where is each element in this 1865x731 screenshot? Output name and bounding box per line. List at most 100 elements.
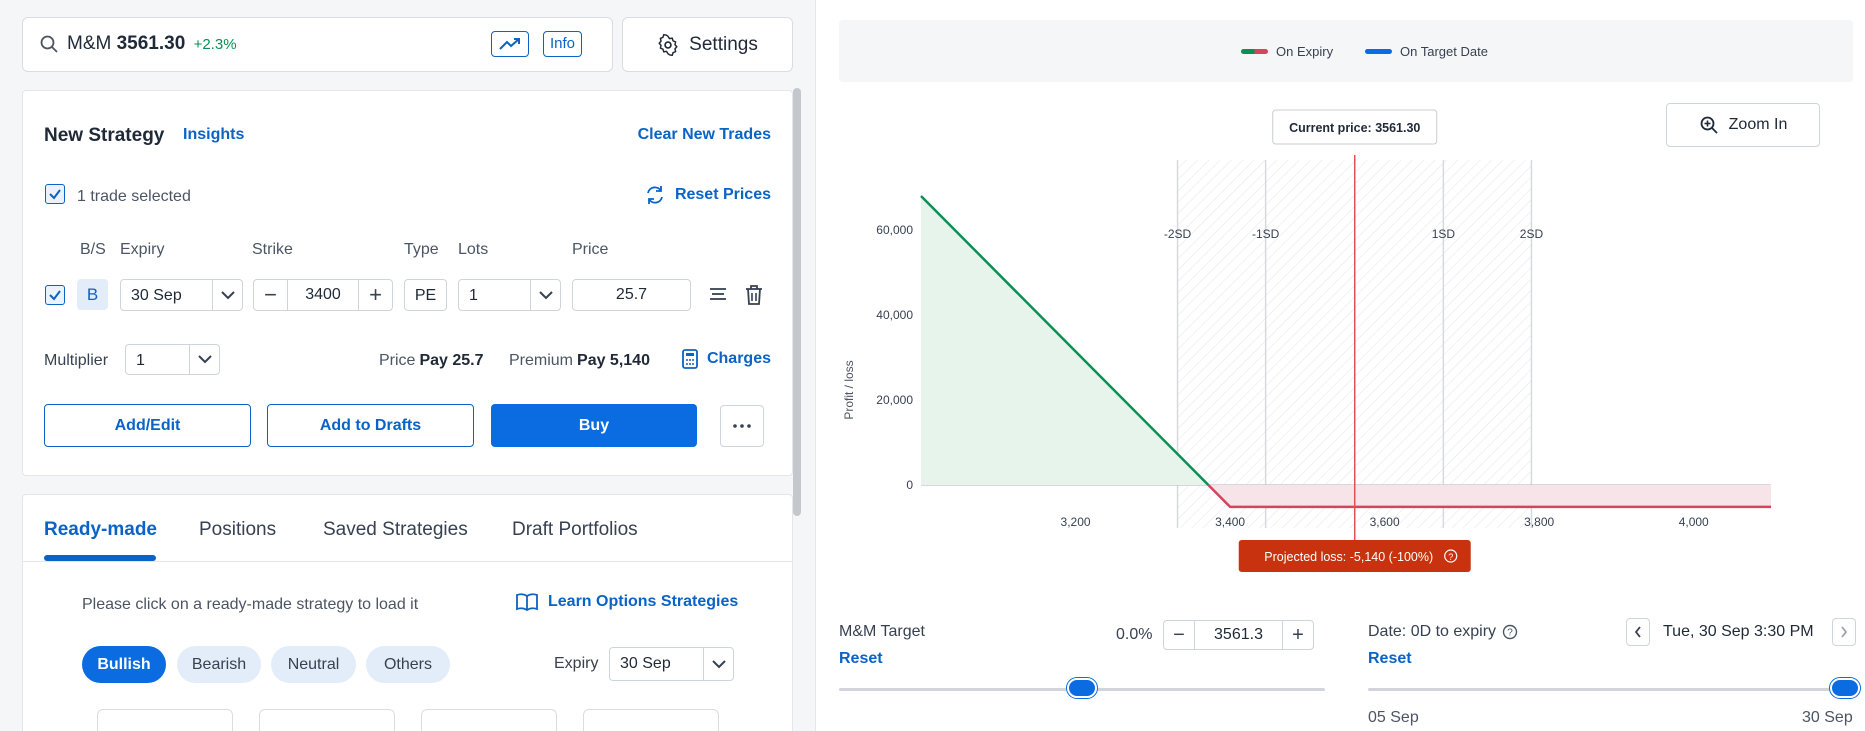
date-label-group: Date: 0D to expiry ? (1368, 623, 1518, 641)
strategy-card: New Strategy Insights Clear New Trades 1… (22, 90, 793, 476)
filter-bearish[interactable]: Bearish (177, 646, 261, 683)
x-tick-label: 4,000 (1679, 515, 1709, 529)
add-edit-button[interactable]: Add/Edit (44, 404, 251, 447)
legend-swatch-target (1365, 49, 1392, 54)
strike-increment-button[interactable]: + (369, 282, 382, 307)
target-stepper[interactable]: − 3561.3 + (1163, 620, 1314, 650)
date-next-button[interactable] (1832, 618, 1856, 646)
target-slider-thumb[interactable] (1067, 678, 1097, 698)
gear-icon (658, 33, 678, 56)
chevron-down-icon (212, 280, 242, 310)
symbol-search[interactable]: M&M 3561.30 +2.3% Info (22, 17, 613, 72)
y-axis-label: Profit / loss (842, 360, 856, 419)
active-tab-indicator (44, 555, 156, 561)
target-increment-button[interactable]: + (1292, 623, 1304, 646)
date-slider-thumb[interactable] (1830, 678, 1860, 698)
select-all-checkbox[interactable] (45, 184, 65, 204)
library-tabs: Ready-made Positions Saved Strategies Dr… (23, 495, 792, 562)
strike-stepper[interactable]: − 3400 + (253, 279, 393, 311)
left-panel: M&M 3561.30 +2.3% Info Settings New Stra… (0, 0, 815, 731)
tab-saved-strategies[interactable]: Saved Strategies (323, 519, 468, 540)
strategy-tile[interactable] (583, 709, 719, 731)
projected-loss-label: Projected loss: -5,140 (-100%) (1264, 550, 1433, 564)
reset-prices-button[interactable]: Reset Prices (644, 185, 771, 205)
legend-item-expiry[interactable]: On Expiry (1241, 44, 1333, 59)
strategy-library-card: Ready-made Positions Saved Strategies Dr… (22, 494, 793, 731)
multiplier-label: Multiplier (44, 352, 109, 369)
target-reset-link[interactable]: Reset (839, 650, 883, 667)
trade-checkbox[interactable] (45, 285, 65, 305)
ready-made-hint: Please click on a ready-made strategy to… (82, 596, 419, 613)
insights-link[interactable]: Insights (183, 126, 245, 143)
target-decrement-button[interactable]: − (1173, 623, 1185, 646)
sd-label: -1SD (1252, 227, 1280, 241)
trash-icon[interactable] (744, 284, 764, 306)
tab-draft-portfolios[interactable]: Draft Portfolios (512, 519, 638, 540)
sd-label: 1SD (1432, 227, 1456, 241)
menu-lines-icon[interactable] (708, 284, 728, 304)
expiry-filter-label: Expiry (554, 655, 599, 672)
check-icon (49, 189, 61, 200)
multiplier-select[interactable]: 1 (125, 344, 220, 375)
refresh-icon (647, 186, 663, 204)
expiry-select[interactable]: 30 Sep (120, 279, 243, 311)
trades-selected-text: 1 trade selected (77, 188, 191, 205)
symbol-quote: M&M 3561.30 +2.3% (67, 33, 237, 55)
payoff-chart[interactable]: -2SD -1SD 1SD 2SD 60,000 40,000 20,000 0 Profit … (816, 100, 1865, 580)
date-label: Date: 0D to expiry (1368, 623, 1497, 640)
strategy-tile[interactable] (97, 709, 233, 731)
date-value: Tue, 30 Sep 3:30 PM (1663, 623, 1814, 640)
right-panel: On Expiry On Target Date -2SD -1SD 1SD 2SD 6… (815, 0, 1865, 731)
legend-item-target[interactable]: On Target Date (1365, 44, 1488, 59)
strategy-tile[interactable] (259, 709, 395, 731)
chart-button[interactable] (491, 31, 529, 57)
date-slider-track[interactable] (1368, 688, 1845, 691)
filter-neutral[interactable]: Neutral (271, 646, 356, 683)
col-header-lots: Lots (458, 241, 489, 258)
x-tick-label: 3,400 (1215, 515, 1245, 529)
info-button[interactable]: Info (543, 31, 583, 57)
tab-ready-made[interactable]: Ready-made (44, 519, 157, 540)
charges-link[interactable]: Charges (682, 349, 771, 369)
filter-bullish[interactable]: Bullish (82, 646, 166, 683)
left-scrollbar[interactable] (793, 88, 801, 516)
expiry-filter-select[interactable]: 30 Sep (609, 647, 734, 681)
filter-others[interactable]: Others (366, 646, 450, 683)
price-input[interactable]: 25.7 (572, 279, 691, 311)
strategy-tile[interactable] (421, 709, 557, 731)
current-price-label: Current price: 3561.30 (1289, 121, 1420, 135)
chevron-down-icon (703, 648, 733, 680)
strategy-title: New Strategy (44, 125, 165, 146)
buy-button[interactable]: Buy (491, 404, 697, 447)
strike-decrement-button[interactable]: − (264, 282, 277, 307)
help-icon[interactable]: ? (1502, 624, 1518, 640)
date-reset-link[interactable]: Reset (1368, 650, 1412, 667)
price-summary-label: Price (379, 352, 416, 369)
lots-select[interactable]: 1 (458, 279, 561, 311)
y-tick-label: 60,000 (876, 223, 913, 237)
zoom-in-button[interactable]: Zoom In (1666, 103, 1820, 147)
col-header-strike: Strike (252, 241, 293, 258)
learn-strategies-link[interactable]: Learn Options Strategies (516, 593, 738, 611)
multiplier-value: 1 (136, 352, 145, 369)
target-value[interactable]: 3561.3 (1194, 621, 1283, 649)
clear-new-trades-link[interactable]: Clear New Trades (637, 126, 771, 143)
y-tick-label: 0 (906, 478, 913, 492)
type-field[interactable]: PE (404, 279, 447, 311)
settings-button[interactable]: Settings (622, 17, 793, 72)
tab-positions[interactable]: Positions (199, 519, 277, 540)
more-options-button[interactable] (720, 405, 764, 447)
date-prev-button[interactable] (1626, 618, 1650, 646)
date-max-label: 30 Sep (1802, 709, 1853, 726)
legend-swatch-expiry (1241, 49, 1268, 54)
x-tick-label: 3,800 (1524, 515, 1554, 529)
add-to-drafts-button[interactable]: Add to Drafts (267, 404, 474, 447)
target-label: M&M Target (839, 623, 925, 640)
search-icon (40, 35, 58, 53)
chart-legend: On Expiry On Target Date (839, 20, 1853, 82)
premium-value: Pay 5,140 (577, 352, 650, 369)
strike-value[interactable]: 3400 (287, 280, 359, 310)
buy-sell-toggle[interactable]: B (77, 279, 108, 310)
charges-label: Charges (706, 350, 771, 367)
target-percent: 0.0% (1116, 626, 1153, 643)
